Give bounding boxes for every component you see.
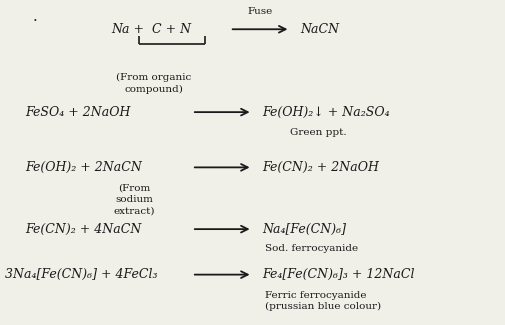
Text: Fe₄[Fe(CN)₆]₃ + 12NaCl: Fe₄[Fe(CN)₆]₃ + 12NaCl <box>263 268 415 281</box>
Text: Fe(CN)₂ + 4NaCN: Fe(CN)₂ + 4NaCN <box>25 223 141 236</box>
Text: Green ppt.: Green ppt. <box>290 128 347 137</box>
Text: Fe(OH)₂↓ + Na₂SO₄: Fe(OH)₂↓ + Na₂SO₄ <box>263 106 390 119</box>
Text: (From organic
compound): (From organic compound) <box>116 73 192 94</box>
Text: Sod. ferrocyanide: Sod. ferrocyanide <box>265 244 358 254</box>
Text: Fe(CN)₂ + 2NaOH: Fe(CN)₂ + 2NaOH <box>263 161 379 174</box>
Text: Fe(OH)₂ + 2NaCN: Fe(OH)₂ + 2NaCN <box>25 161 142 174</box>
Text: NaCN: NaCN <box>300 23 339 36</box>
Text: 3Na₄[Fe(CN)₆] + 4FeCl₃: 3Na₄[Fe(CN)₆] + 4FeCl₃ <box>5 268 158 281</box>
Text: ·: · <box>33 14 38 28</box>
Text: Na +  C + N: Na + C + N <box>111 23 191 36</box>
Text: (From
sodium
extract): (From sodium extract) <box>113 184 155 215</box>
Text: Fuse: Fuse <box>247 7 273 16</box>
Text: FeSO₄ + 2NaOH: FeSO₄ + 2NaOH <box>25 106 131 119</box>
Text: Na₄[Fe(CN)₆]: Na₄[Fe(CN)₆] <box>263 223 346 236</box>
Text: Ferric ferrocyanide
(prussian blue colour): Ferric ferrocyanide (prussian blue colou… <box>265 291 381 311</box>
